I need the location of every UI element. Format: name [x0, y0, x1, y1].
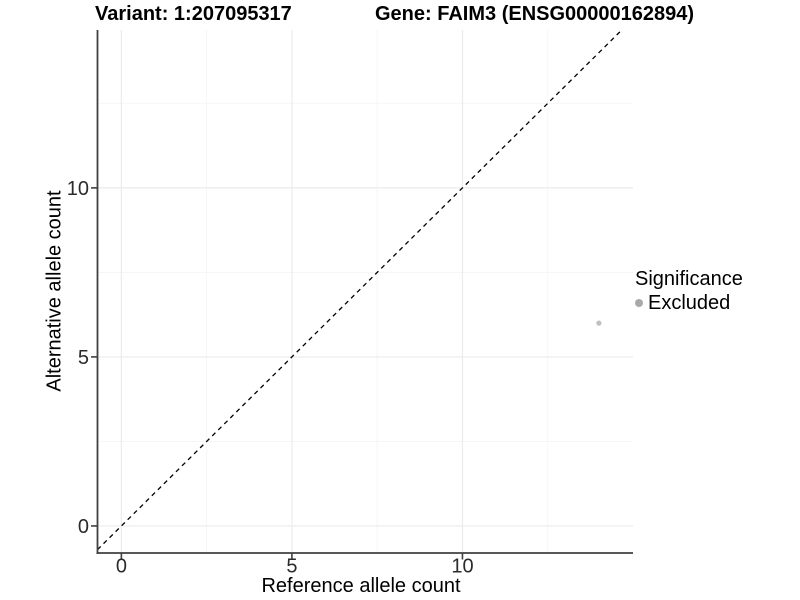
gene-title: Gene: FAIM3 (ENSG00000162894) — [375, 3, 695, 25]
x-tick-label: 5 — [286, 556, 297, 578]
x-axis-title: Reference allele count — [261, 575, 461, 597]
y-axis-title: Alternative allele count — [43, 190, 66, 392]
x-tick-label: 0 — [116, 556, 127, 578]
data-point — [596, 320, 602, 326]
variant-title: Variant: 1:207095317 — [95, 3, 292, 25]
y-tick-label: 10 — [67, 178, 89, 200]
legend: Significance Excluded — [635, 267, 743, 314]
legend-item-label: Excluded — [648, 292, 731, 314]
legend-item-excluded: Excluded — [635, 292, 743, 314]
y-tick-label: 0 — [78, 516, 89, 538]
excluded-point-icon — [635, 299, 643, 307]
legend-title: Significance — [635, 268, 743, 290]
y-tick-label: 5 — [78, 347, 89, 369]
x-tick-label: 10 — [451, 556, 473, 578]
identity-dashed-line — [97, 29, 623, 551]
